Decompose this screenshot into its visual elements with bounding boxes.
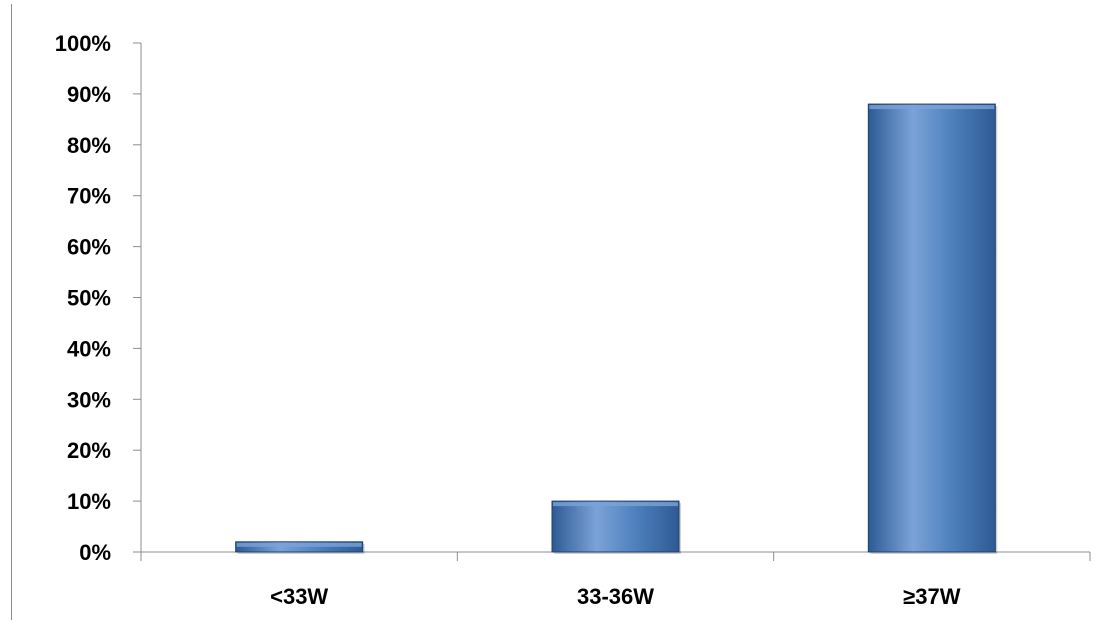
y-tick-label: 90% — [67, 82, 111, 107]
bar-0 — [235, 541, 365, 554]
bar-1 — [551, 500, 681, 554]
chart-frame — [11, 4, 1102, 620]
bar-highlight — [869, 105, 995, 110]
category-labels: <33W 33-36W ≥37W — [270, 584, 961, 609]
y-tick-label: 80% — [67, 133, 111, 158]
bars — [235, 103, 998, 554]
y-tick-label: 60% — [67, 235, 111, 260]
y-tick-label: 0% — [79, 540, 111, 565]
y-tick-label: 30% — [67, 387, 111, 412]
bar-rect — [867, 103, 996, 553]
y-tick-label: 20% — [67, 438, 111, 463]
y-tick-label: 70% — [67, 184, 111, 209]
bar-highlight — [553, 502, 678, 507]
bar-rect — [551, 500, 680, 553]
y-axis: 0% 10% 20% 30% 40% 50% 60% 70% 80% 90% 100% — [55, 31, 142, 565]
y-tick-label: 100% — [55, 31, 111, 56]
category-label: <33W — [270, 584, 328, 609]
bar-2 — [867, 103, 998, 554]
y-tick-label: 50% — [67, 286, 111, 311]
y-tick-label: 40% — [67, 336, 111, 361]
y-tick-label: 10% — [67, 489, 111, 514]
bar-highlight — [236, 542, 362, 547]
category-label: ≥37W — [903, 584, 961, 609]
category-label: 33-36W — [577, 584, 654, 609]
bar-rect — [235, 541, 364, 553]
